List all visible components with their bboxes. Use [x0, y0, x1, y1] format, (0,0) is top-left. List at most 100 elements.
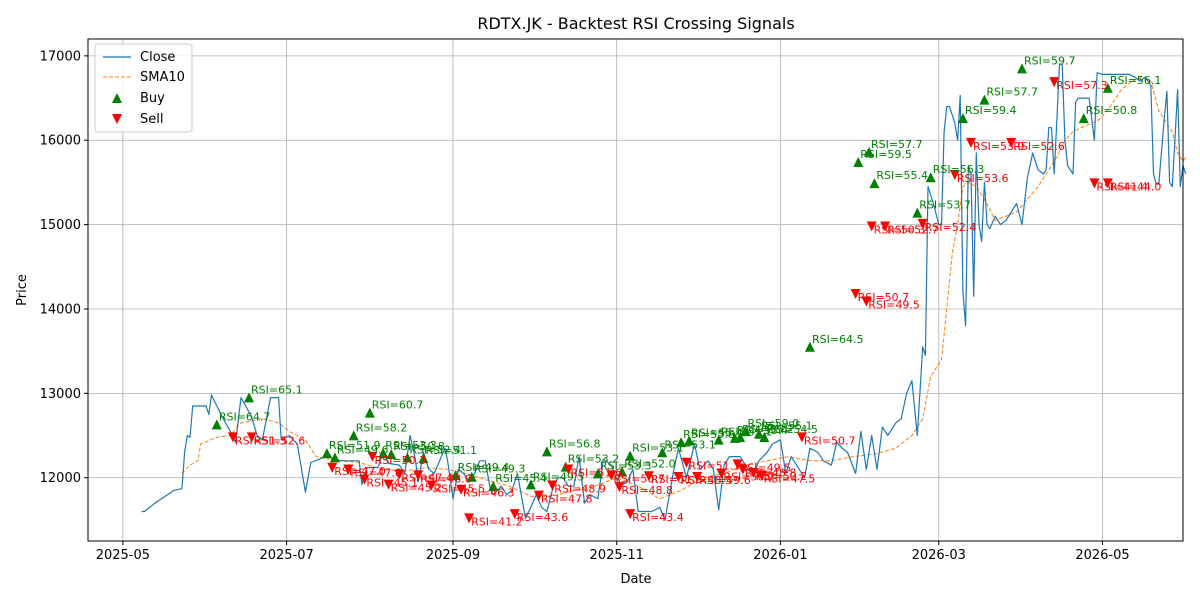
- buy-signal-marker: [759, 432, 770, 443]
- sell-signal-label: RSI=57.3: [1056, 79, 1108, 92]
- sell-signal-marker: [509, 509, 520, 520]
- sell-signal-marker: [227, 432, 238, 443]
- sell-signal-marker: [796, 432, 807, 443]
- sell-signal-marker: [965, 137, 976, 148]
- sell-signal-marker: [681, 457, 692, 468]
- buy-signal-marker: [418, 453, 429, 464]
- y-tick-label: 16000: [40, 134, 81, 149]
- sell-signal-marker: [1089, 178, 1100, 189]
- buy-signal-label: RSI=56.3: [933, 163, 985, 176]
- y-tick-label: 13000: [40, 387, 81, 402]
- buy-signal-label: RSI=59.0: [748, 417, 800, 430]
- x-tick-label: 2025-05: [96, 548, 150, 563]
- buy-signal-marker: [592, 468, 603, 479]
- sell-signal-label: RSI=52.4: [925, 221, 977, 234]
- sell-signal-label: RSI=50.2: [756, 470, 808, 483]
- sell-signal-marker: [692, 472, 703, 483]
- buy-signal-label: RSI=52.4: [409, 443, 461, 456]
- sell-signal-marker: [866, 221, 877, 232]
- sell-signal-label: RSI=53.9: [973, 140, 1025, 153]
- sell-signal-label: RSI=50.3: [874, 223, 926, 236]
- sell-signal-label: RSI=48.8: [621, 484, 673, 497]
- buy-signal-marker: [684, 435, 695, 446]
- buy-signal-label: RSI=59.4: [965, 104, 1017, 117]
- sell-signal-marker: [756, 470, 767, 481]
- sell-signal-marker: [533, 490, 544, 501]
- buy-signal-label: RSI=55.4: [876, 169, 928, 182]
- buy-signal-label: RSI=55.4: [737, 424, 789, 437]
- buy-signal-marker: [525, 479, 536, 490]
- sell-signal-marker: [343, 464, 354, 475]
- sell-signal-label: RSI=47.5: [764, 472, 816, 485]
- buy-signal-marker: [329, 452, 340, 463]
- plot-frame: [87, 38, 1184, 542]
- buy-signal-label: RSI=54.5: [766, 423, 818, 436]
- buy-signal-label: RSI=53.1: [664, 438, 716, 451]
- close-series-group: [141, 63, 1187, 521]
- close-price-line: [141, 63, 1187, 521]
- sell-signal-label: RSI=41.4: [1096, 180, 1148, 193]
- sell-signal-marker: [673, 472, 684, 483]
- buy-signal-label: RSI=49.4: [458, 461, 510, 474]
- sell-signal-label: RSI=47.8: [350, 466, 402, 479]
- x-tick-label: 2025-07: [259, 548, 313, 563]
- buy-signal-label: RSI=65.1: [251, 383, 303, 396]
- chart-title: RDTX.JK - Backtest RSI Crossing Signals: [477, 14, 794, 33]
- buy-signal-label: RSI=64.5: [812, 333, 864, 346]
- sell-signal-label: RSI=47.8: [541, 493, 593, 506]
- legend-sell-marker-icon: [112, 114, 122, 124]
- sell-signal-label: RSI=47.0: [334, 465, 386, 478]
- y-tick-label: 17000: [40, 49, 81, 64]
- sell-signal-label: RSI=50.7: [804, 434, 856, 447]
- buy-signal-label: RSI=53.3: [385, 439, 437, 452]
- sell-signal-marker: [367, 451, 378, 462]
- buy-signal-marker: [1102, 82, 1113, 93]
- buy-signal-label: RSI=55.1: [721, 426, 773, 439]
- x-axis-label: Date: [620, 572, 651, 587]
- sell-signal-label: RSI=41.2: [471, 515, 523, 528]
- buy-signal-marker: [912, 207, 923, 218]
- buy-signal-label: RSI=50.8: [393, 440, 445, 453]
- buy-signal-label: RSI=56.8: [549, 437, 601, 450]
- buy-signal-marker: [450, 470, 461, 481]
- sell-signal-label: RSI=49.5: [739, 461, 791, 474]
- sell-signal-marker: [880, 221, 891, 232]
- buy-signal-label: RSI=59.7: [1024, 54, 1076, 67]
- buy-signal-label: RSI=49.6: [337, 443, 389, 456]
- sell-signal-marker: [426, 480, 437, 491]
- buy-signal-label: RSI=53.1: [632, 442, 684, 455]
- x-tick-label: 2026-03: [912, 548, 966, 563]
- buy-signal-marker: [869, 178, 880, 189]
- sell-signal-marker: [246, 432, 257, 443]
- buy-signal-marker: [402, 452, 413, 463]
- buy-signal-marker: [1016, 63, 1027, 74]
- buy-signal-marker: [713, 434, 724, 445]
- buy-signal-label: RSI=55.6: [683, 428, 735, 441]
- sell-signal-label: RSI=51.3: [235, 434, 287, 447]
- buy-signal-label: RSI=60.7: [372, 399, 424, 412]
- buy-signal-marker: [925, 172, 936, 183]
- sell-signal-marker: [1102, 178, 1113, 189]
- sell-signal-marker: [413, 470, 424, 481]
- buy-signal-marker: [979, 94, 990, 105]
- buy-signal-label: RSI=55.1: [761, 420, 813, 433]
- sell-signal-label: RSI=45.1: [366, 477, 418, 490]
- sell-signal-marker: [861, 296, 872, 307]
- sell-signal-marker: [394, 469, 405, 480]
- sell-signal-label: RSI=51.3: [651, 473, 703, 486]
- buy-signal-marker: [740, 426, 751, 437]
- buy-signal-marker: [488, 481, 499, 492]
- buy-signal-label: RSI=45.4: [495, 472, 547, 485]
- legend-close-label: Close: [140, 50, 175, 65]
- legend-box: [94, 43, 193, 133]
- sell-signal-marker: [949, 169, 960, 180]
- sell-signal-label: RSI=43.6: [517, 511, 569, 524]
- buy-signal-marker: [386, 448, 397, 459]
- buy-signal-label: RSI=59.5: [860, 148, 912, 161]
- sell-signal-marker: [359, 474, 370, 485]
- sell-signal-marker: [643, 471, 654, 482]
- sell-signal-marker: [716, 468, 727, 479]
- sell-signal-label: RSI=43.4: [632, 511, 684, 524]
- sell-signal-label: RSI=48.0: [420, 472, 472, 485]
